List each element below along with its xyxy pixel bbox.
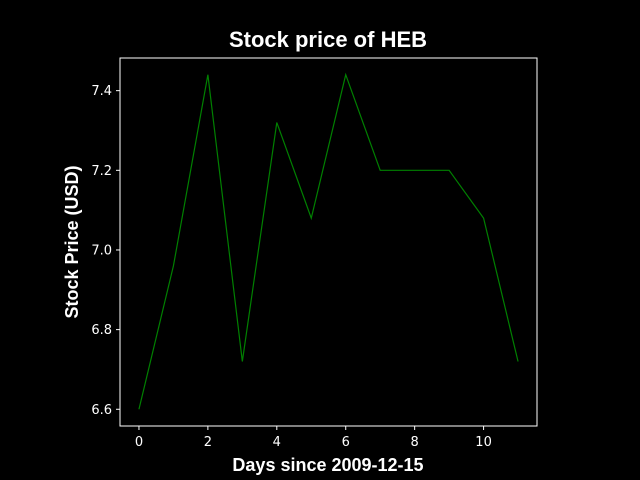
x-tick-label: 10 <box>475 435 492 450</box>
x-axis-label: Days since 2009-12-15 <box>232 455 423 475</box>
series-layer <box>138 72 519 410</box>
x-tick-label: 4 <box>273 435 281 450</box>
x-tick-label: 0 <box>135 435 143 450</box>
plot-area-frame <box>119 57 538 427</box>
x-tick-label: 6 <box>342 435 350 450</box>
series-line-0 <box>138 72 519 410</box>
y-tick-label: 6.8 <box>91 323 112 338</box>
y-tick-label: 6.6 <box>91 403 112 418</box>
y-tick-label: 7.4 <box>91 84 112 99</box>
x-tick-label: 2 <box>204 435 212 450</box>
y-tick-label: 7.0 <box>91 243 112 258</box>
x-tick-label: 8 <box>411 435 419 450</box>
y-axis-label: Stock Price (USD) <box>62 165 82 318</box>
x-axis-ticks: 0 2 4 6 8 10 <box>135 426 492 450</box>
y-tick-label: 7.2 <box>91 164 112 179</box>
y-axis-ticks: 6.6 6.8 7.0 7.2 7.4 <box>91 84 120 418</box>
chart-title: Stock price of HEB <box>229 27 427 52</box>
